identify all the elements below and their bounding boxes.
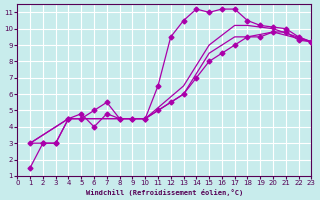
X-axis label: Windchill (Refroidissement éolien,°C): Windchill (Refroidissement éolien,°C) [86,189,243,196]
